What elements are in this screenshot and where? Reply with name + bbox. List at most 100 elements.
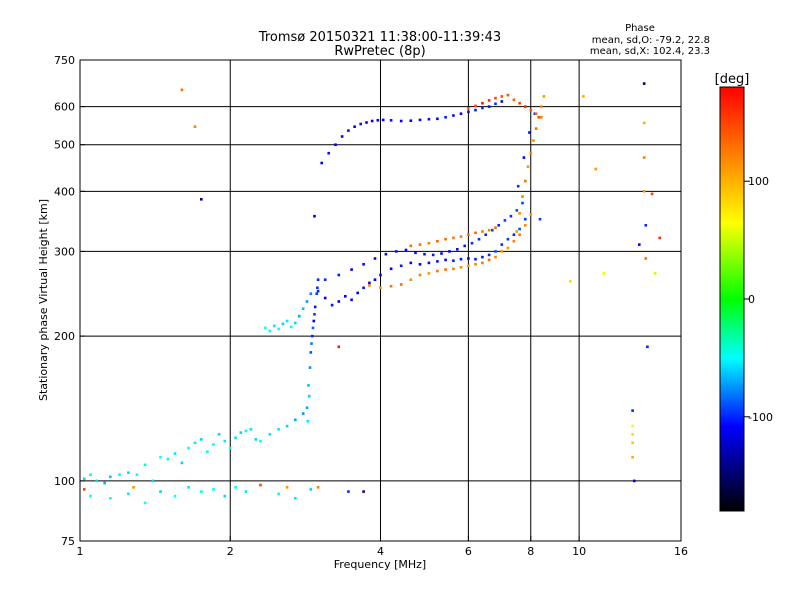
- data-point: [642, 121, 646, 125]
- data-point: [653, 272, 657, 275]
- x-tick-label: 4: [377, 545, 384, 558]
- data-point: [379, 286, 382, 290]
- data-point: [187, 486, 190, 489]
- data-point: [540, 116, 543, 119]
- data-point: [359, 122, 362, 126]
- data-point: [644, 224, 648, 227]
- data-point: [418, 273, 422, 277]
- data-point: [456, 248, 459, 251]
- data-point: [631, 441, 634, 445]
- data-point: [234, 486, 237, 489]
- data-point: [368, 284, 371, 287]
- data-point: [503, 219, 507, 222]
- data-point: [509, 214, 513, 218]
- data-point: [180, 461, 184, 465]
- data-point: [309, 351, 313, 354]
- data-point: [347, 129, 350, 132]
- data-point: [268, 433, 272, 436]
- data-point: [95, 479, 98, 483]
- data-point: [89, 473, 92, 476]
- data-point: [631, 424, 634, 428]
- data-point: [524, 105, 527, 108]
- data-point: [305, 300, 309, 303]
- data-point: [404, 248, 408, 252]
- data-point: [532, 139, 535, 142]
- data-point: [389, 267, 393, 271]
- data-point: [638, 243, 641, 246]
- data-point: [373, 257, 377, 260]
- data-point: [394, 250, 398, 253]
- chart-title: Tromsø 20150321 11:38:00-11:39:43: [258, 30, 501, 45]
- data-point: [337, 345, 341, 349]
- data-point: [109, 475, 112, 479]
- x-axis-label: Frequency [MHz]: [334, 558, 426, 571]
- stats-line-o: mean, sd,O: -79.2, 22.8: [592, 35, 710, 46]
- data-point: [223, 494, 227, 498]
- data-point: [277, 428, 280, 431]
- data-point: [239, 431, 243, 434]
- data-point: [642, 82, 646, 85]
- data-point: [200, 198, 203, 201]
- data-point: [512, 98, 516, 102]
- data-point: [631, 433, 634, 436]
- data-point: [312, 319, 316, 323]
- data-point: [644, 257, 648, 260]
- data-point: [118, 473, 121, 476]
- data-point: [500, 100, 504, 103]
- data-point: [306, 420, 310, 423]
- data-point: [316, 486, 320, 489]
- data-point: [217, 433, 221, 436]
- x-tick-label: 10: [572, 545, 586, 558]
- data-point: [135, 473, 139, 476]
- data-point: [602, 272, 605, 275]
- data-point: [277, 327, 280, 331]
- data-point: [350, 298, 353, 302]
- data-point: [427, 272, 431, 275]
- data-point: [212, 443, 215, 446]
- data-point: [311, 326, 315, 330]
- data-point: [307, 384, 310, 387]
- y-tick-label: 500: [54, 139, 75, 152]
- data-point: [268, 329, 272, 333]
- data-point: [285, 424, 289, 428]
- data-point: [193, 441, 197, 445]
- data-point: [311, 334, 314, 338]
- data-point: [281, 322, 285, 326]
- data-point: [414, 251, 417, 255]
- data-point: [362, 263, 365, 266]
- x-tick-label: 8: [527, 545, 534, 558]
- data-point: [534, 112, 538, 115]
- data-point: [467, 233, 470, 236]
- data-point: [206, 450, 209, 453]
- data-point: [193, 125, 197, 128]
- x-tick-label: 1: [77, 545, 84, 558]
- y-tick-label: 400: [54, 185, 75, 198]
- data-point: [537, 116, 540, 119]
- data-point: [320, 161, 323, 165]
- data-point: [459, 257, 463, 261]
- data-point: [494, 102, 497, 106]
- data-point: [529, 108, 533, 112]
- data-point: [484, 233, 487, 236]
- data-point: [166, 457, 170, 461]
- data-point: [330, 303, 334, 307]
- data-point: [452, 114, 455, 117]
- colorbar-tick-label: 100: [748, 175, 769, 188]
- x-tick-label: 2: [227, 545, 234, 558]
- data-point: [244, 429, 248, 433]
- data-point: [418, 263, 422, 266]
- data-point: [323, 278, 327, 281]
- data-point: [310, 342, 313, 345]
- data-point: [516, 184, 520, 188]
- y-tick-label: 300: [54, 245, 75, 258]
- data-point: [379, 273, 382, 277]
- data-point: [481, 101, 484, 105]
- data-point: [542, 95, 546, 98]
- data-point: [540, 105, 543, 108]
- data-point: [436, 260, 439, 263]
- y-axis: 75 100 200 300 400 500 600 750: [54, 54, 85, 548]
- data-point: [512, 233, 516, 236]
- data-point: [159, 490, 162, 493]
- data-point: [353, 125, 356, 128]
- data-point: [524, 217, 527, 221]
